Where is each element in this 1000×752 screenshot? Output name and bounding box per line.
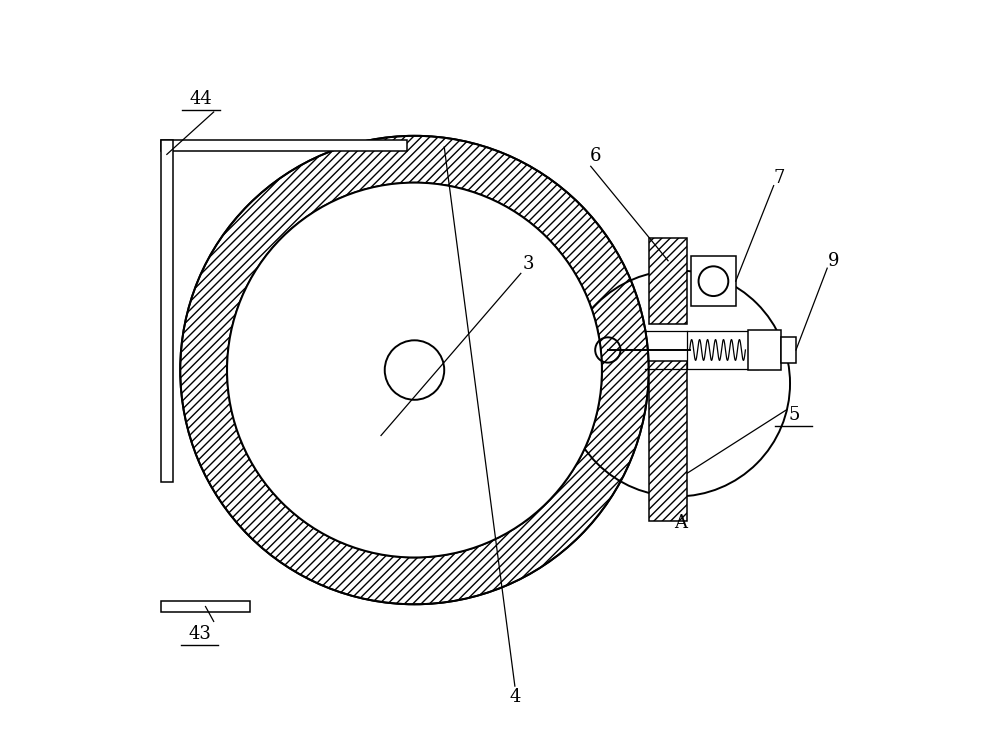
Bar [781,337,796,363]
Text: 9: 9 [827,252,839,270]
Text: 4: 4 [509,688,521,706]
Bar [748,329,781,371]
Bar [161,140,173,481]
Text: 6: 6 [589,147,601,165]
Text: A: A [674,514,687,532]
Circle shape [180,136,649,605]
Text: 5: 5 [788,405,799,423]
Bar [649,361,687,521]
Circle shape [227,183,602,557]
Text: 43: 43 [188,625,211,643]
Bar [649,238,687,324]
Bar [649,361,687,521]
Text: 7: 7 [774,169,785,187]
Text: 44: 44 [190,89,212,108]
Text: 3: 3 [523,256,534,274]
Bar [161,601,250,612]
Bar [691,256,736,307]
Bar [161,140,407,151]
Bar [649,238,687,324]
